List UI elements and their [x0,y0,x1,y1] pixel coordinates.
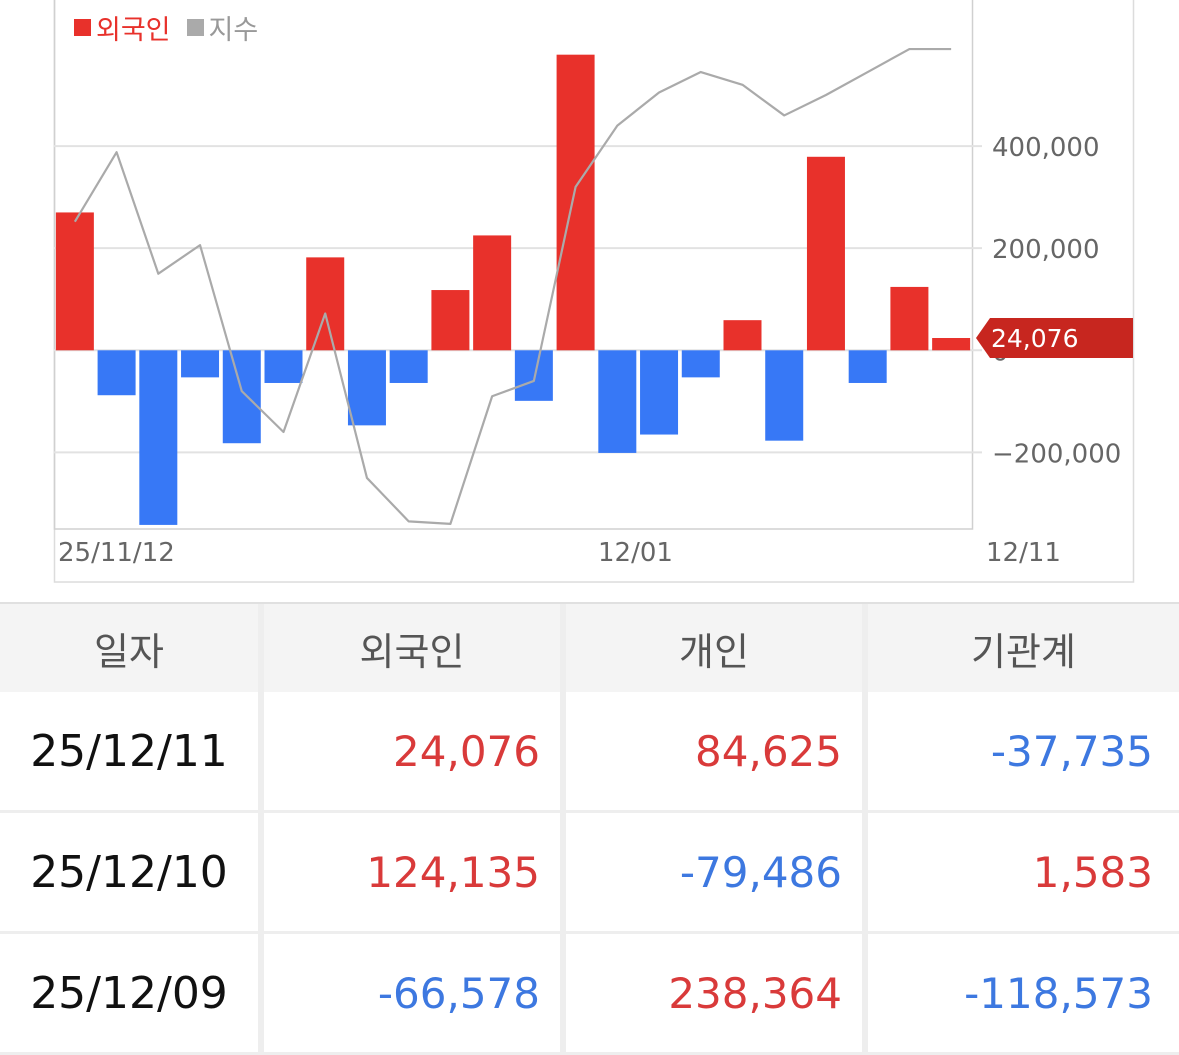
bar [890,286,929,351]
bar [765,350,804,441]
row-date: 25/12/11 [0,692,264,810]
row-institution: -118,573 [964,968,1153,1018]
bar [556,54,595,351]
bar [97,350,136,396]
table-row[interactable]: 25/12/11 24,076 84,625 -37,735 [0,692,1179,813]
legend-swatch-foreign [74,19,91,36]
row-individual: 238,364 [566,934,868,1052]
x-tick-label: 25/11/12 [58,538,175,568]
legend-swatch-index [186,19,204,36]
bar [723,320,762,351]
investor-trade-table: 일자 외국인 개인 기관계 25/12/11 24,076 84,625 -37… [0,602,1179,1055]
index-line [73,47,952,525]
table-row[interactable]: 25/12/10 124,135 -79,486 1,583 [0,813,1179,934]
table-row[interactable]: 25/12/09 -66,578 238,364 -118,573 [0,934,1179,1055]
y-tick-label: 200,000 [992,235,1100,265]
chart-legend: 외국인 지수 [74,8,274,47]
bar [55,212,94,351]
chart-canvas: 400,000200,0000−200,00025/11/1212/0112/1… [53,0,1135,583]
bar [389,350,428,383]
current-value-flag [976,318,1133,359]
bar [932,338,971,351]
header-individual[interactable]: 개인 [566,604,868,692]
row-institution: -37,735 [990,726,1153,776]
row-foreign: 124,135 [264,813,566,931]
bar [681,350,720,378]
plot-area [53,0,974,530]
row-date: 25/12/09 [0,934,264,1052]
bar [306,257,345,351]
row-foreign: 24,076 [264,692,566,810]
current-value-label: 24,076 [991,324,1078,353]
bar [264,350,303,383]
row-institution: 1,583 [1032,847,1153,897]
bar [181,350,220,378]
bar [514,350,553,401]
row-individual: -79,486 [566,813,868,931]
legend-item-index[interactable]: 지수 [186,8,259,47]
bar [222,350,261,444]
legend-label-foreign: 외국인 [96,15,171,46]
row-date: 25/12/10 [0,813,264,931]
bar [347,350,386,426]
bar [848,350,887,383]
header-institution[interactable]: 기관계 [971,629,1076,674]
y-tick-label: 400,000 [992,133,1100,163]
y-tick-label: −200,000 [992,439,1121,469]
x-tick-label: 12/01 [598,538,673,568]
bar [431,290,470,351]
foreign-flow-chart: 400,000200,0000−200,00025/11/1212/0112/1… [53,0,1135,583]
bar [806,156,845,351]
row-foreign: -66,578 [264,934,566,1052]
bar [473,235,512,351]
bar [640,350,679,435]
legend-label-index: 지수 [208,15,259,46]
table-header: 일자 외국인 개인 기관계 [0,602,1179,692]
bar [139,350,178,525]
row-individual: 84,625 [566,692,868,810]
header-foreign[interactable]: 외국인 [264,604,566,692]
header-date[interactable]: 일자 [0,604,264,692]
bar [598,350,637,453]
x-tick-label: 12/11 [986,538,1061,568]
legend-item-foreign[interactable]: 외국인 [74,8,171,47]
